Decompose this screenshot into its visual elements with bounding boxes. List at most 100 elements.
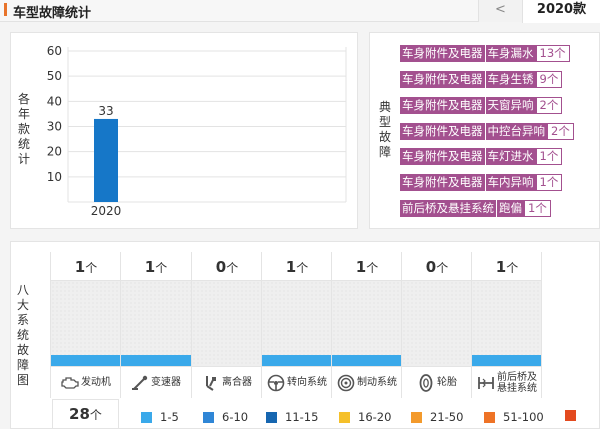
column-divider (191, 252, 192, 398)
system-count-value: 1 (144, 258, 156, 276)
system-column[interactable]: 1个前后桥及 悬挂系统 (472, 252, 542, 398)
legend-item: 51-100 (484, 410, 544, 424)
system-label-text: 发动机 (81, 377, 111, 388)
prev-year-button[interactable]: < (478, 0, 522, 22)
suspension-icon (477, 374, 495, 392)
system-label-line: 前后桥及 (497, 371, 537, 383)
typical-fault-item[interactable]: 前后桥及悬挂系统 跑偏 1个 (400, 200, 551, 217)
total-count: 28个 (52, 399, 119, 429)
system-label: 轮胎 (402, 366, 472, 398)
typical-fault-category: 车身附件及电器 (400, 123, 485, 140)
system-label-text: 变速器 (151, 377, 181, 388)
system-column[interactable]: 1个发动机 (51, 252, 121, 398)
system-count-value: 1 (74, 258, 86, 276)
system-column[interactable]: 1个制动系统 (332, 252, 402, 398)
typical-fault-item[interactable]: 车身附件及电器 车身生锈 9个 (400, 71, 563, 88)
typical-fault-category: 车身附件及电器 (400, 71, 485, 88)
system-count-value: 0 (425, 258, 437, 276)
system-label: 变速器 (121, 366, 191, 398)
system-column[interactable]: 0个轮胎 (402, 252, 472, 398)
system-fault-bar (51, 355, 121, 366)
header-bar: 车型故障统计 < 2020款 (0, 0, 600, 23)
steering-wheel-icon (267, 374, 285, 392)
system-column[interactable]: 1个 转向系统 (262, 252, 332, 398)
legend-item: 16-20 (339, 410, 391, 424)
system-label: 发动机 (51, 366, 121, 398)
legend-swatch (484, 411, 495, 423)
typical-fault-count: 13个 (535, 45, 570, 62)
title-accent-bar (4, 3, 7, 16)
system-fault-plot (262, 281, 332, 366)
system-column[interactable]: 1个变速器 (121, 252, 191, 398)
tab-year-2020[interactable]: 2020款 (522, 0, 600, 23)
legend-label: 6-10 (222, 410, 249, 424)
system-label-text: 离合器 (222, 377, 252, 388)
system-label: 前后桥及 悬挂系统 (472, 366, 542, 398)
system-count-value: 1 (495, 258, 507, 276)
typical-fault-name: 跑偏 (497, 200, 524, 217)
system-label: 制动系统 (332, 366, 402, 398)
gear-shift-icon (131, 374, 149, 392)
system-fault-bar (332, 355, 402, 366)
typical-faults-side-label: 典型故障 (378, 100, 391, 159)
legend-item: 11-15 (266, 410, 318, 424)
system-fault-bar (472, 355, 542, 366)
system-count: 0个 (192, 252, 262, 281)
engine-icon (61, 374, 79, 392)
typical-fault-name: 中控台异响 (485, 123, 547, 140)
system-count-value: 1 (355, 258, 367, 276)
legend-item: 21-50 (411, 410, 463, 424)
typical-fault-name: 天窗异响 (485, 97, 536, 114)
system-count-unit: 个 (436, 261, 449, 275)
system-count-unit: 个 (506, 261, 519, 275)
system-label: 离合器 (192, 366, 262, 398)
legend-label: 11-15 (285, 410, 319, 424)
typical-fault-item[interactable]: 车身附件及电器 车灯进水 1个 (400, 148, 563, 165)
legend-label: 51-100 (503, 410, 544, 424)
column-divider (331, 252, 332, 398)
total-count-unit: 个 (89, 408, 102, 422)
legend-item: 6-10 (203, 410, 248, 424)
system-count-value: 0 (215, 258, 227, 276)
typical-fault-category: 车身附件及电器 (400, 174, 485, 191)
typical-fault-item[interactable]: 车身附件及电器 车身漏水 13个 (400, 45, 570, 62)
system-count-unit: 个 (366, 261, 379, 275)
typical-fault-count: 1个 (535, 174, 563, 191)
legend-swatch (411, 411, 422, 423)
legend-swatch (141, 411, 152, 423)
typical-fault-item[interactable]: 车身附件及电器 车内异响 1个 (400, 174, 563, 191)
system-count: 1个 (121, 252, 191, 281)
system-fault-plot (332, 281, 402, 366)
system-label-text: 前后桥及 悬挂系统 (497, 372, 537, 394)
year-stats-side-label: 各年款统计 (17, 92, 30, 166)
total-count-value: 28 (69, 405, 90, 423)
legend-label: 21-50 (430, 410, 464, 424)
column-divider (471, 252, 472, 398)
typical-fault-category: 前后桥及悬挂系统 (400, 200, 496, 217)
typical-fault-category: 车身附件及电器 (400, 45, 485, 62)
legend-label: 1-5 (160, 410, 179, 424)
system-count: 1个 (332, 252, 402, 281)
system-column[interactable]: 0个离合器 (192, 252, 262, 398)
legend-label: 16-20 (358, 410, 392, 424)
system-count-unit: 个 (85, 261, 98, 275)
typical-fault-item[interactable]: 车身附件及电器 天窗异响 2个 (400, 97, 563, 114)
legend-item: 1-5 (141, 410, 179, 424)
clutch-pedal-icon (202, 374, 220, 392)
legend-item (565, 410, 584, 421)
system-fault-plot (51, 281, 121, 366)
column-divider (120, 252, 121, 398)
system-fault-plot (472, 281, 542, 366)
system-fault-plot (402, 281, 472, 366)
system-count-unit: 个 (155, 261, 168, 275)
column-divider (541, 252, 542, 398)
typical-fault-item[interactable]: 车身附件及电器 中控台异响 2个 (400, 123, 574, 140)
system-label-text: 转向系统 (287, 377, 327, 388)
typical-fault-count: 2个 (547, 123, 574, 140)
legend-swatch (339, 411, 350, 423)
column-divider (401, 252, 402, 398)
system-fault-plot (192, 281, 262, 366)
typical-fault-name: 车身生锈 (485, 71, 536, 88)
tire-icon (417, 373, 435, 392)
